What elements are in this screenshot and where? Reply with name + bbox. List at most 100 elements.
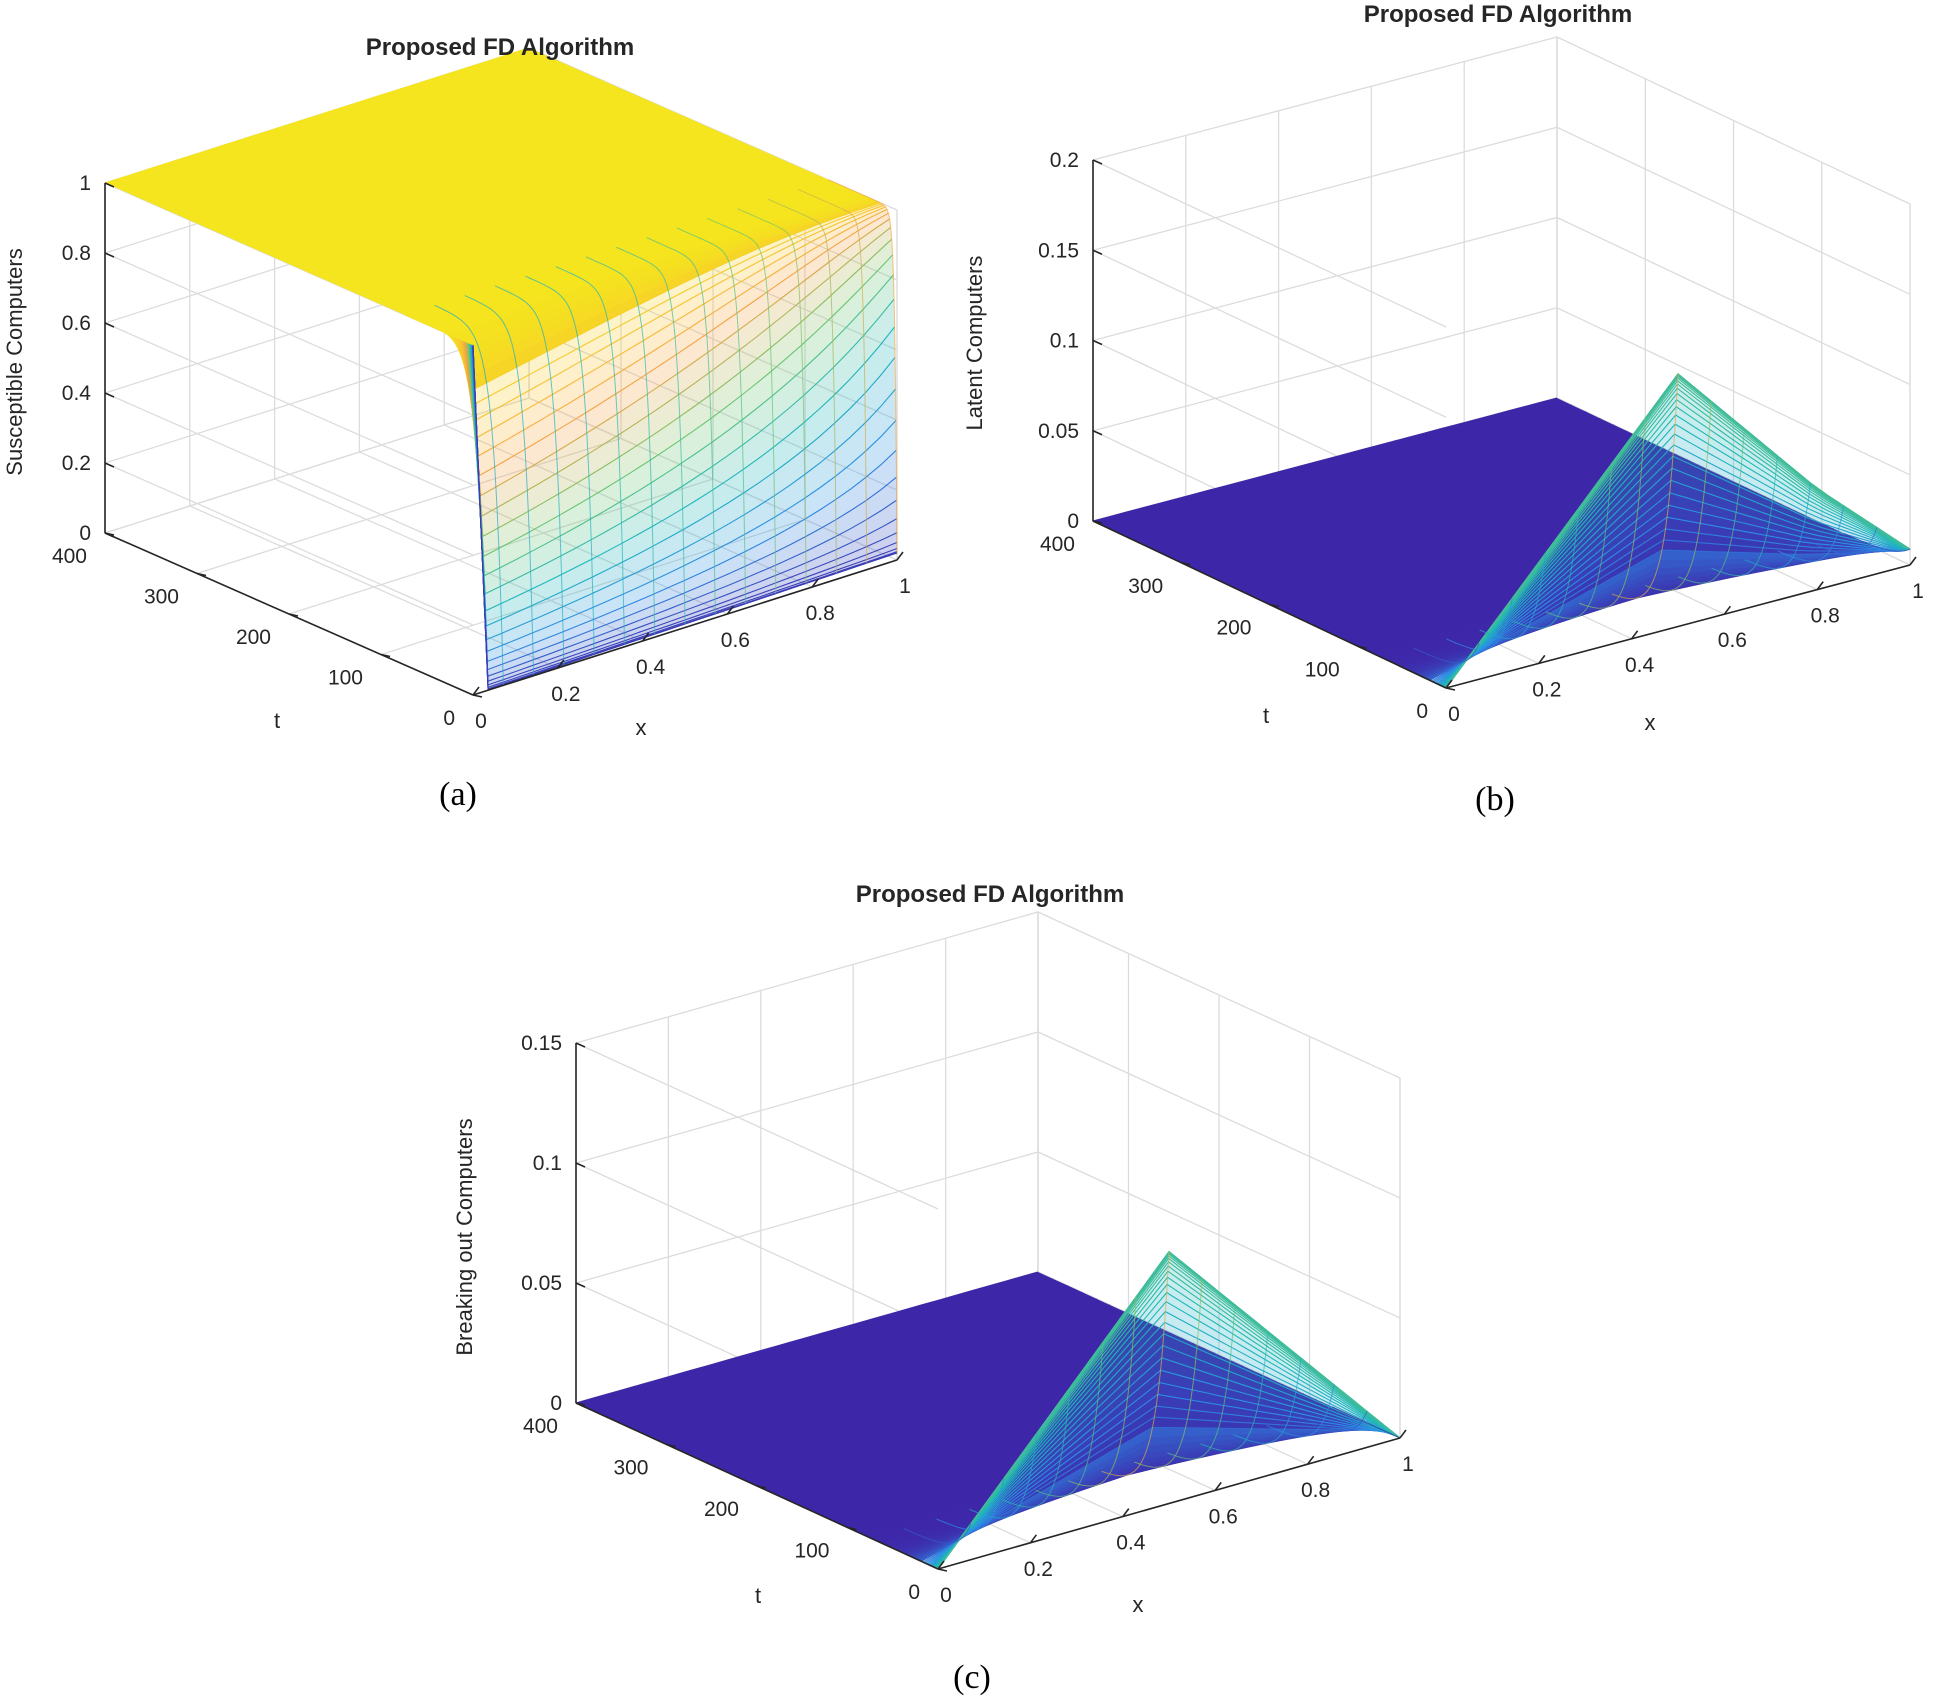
surface-strip <box>313 139 747 279</box>
surface-strip <box>434 193 862 333</box>
surface-strip <box>105 48 545 190</box>
surface-strip <box>591 1279 1069 1417</box>
surface-strip <box>1150 425 1628 555</box>
mesh-line <box>847 1396 1311 1529</box>
mesh-line <box>1317 503 1782 628</box>
surface-strip <box>1223 459 1699 588</box>
caption-c: (c) <box>953 1659 991 1696</box>
surface-strip <box>346 154 779 293</box>
surface-strip <box>674 1317 1149 1454</box>
surface-strip <box>322 143 755 283</box>
tick-labels: 0 0.2 0.4 0.6 0.8 1 0 0.2 0.4 0.6 0.8 1 0 100 200 300 40… <box>52 172 911 733</box>
x-axis-label: x <box>636 715 647 740</box>
surface-strip <box>1324 507 1797 635</box>
surface-strip <box>338 151 771 290</box>
surface-strip <box>1200 449 1677 578</box>
t-tick-label: 200 <box>1216 617 1251 640</box>
mesh-line <box>1068 1296 1137 1487</box>
mesh-line <box>1200 1331 1269 1452</box>
mesh-line <box>1283 487 1749 612</box>
z-axis-label: Susceptible Computers <box>2 248 27 475</box>
surface-strip <box>135 61 575 203</box>
mesh-line <box>1545 463 1613 619</box>
mesh-line <box>1711 455 1778 577</box>
mesh-line <box>1299 1411 1368 1432</box>
surface-strip <box>399 177 829 315</box>
mesh-line <box>368 163 793 300</box>
mesh-line <box>575 1271 1039 1404</box>
panel-a-susceptible: 0 0.2 0.4 0.6 0.8 1 0 0.2 0.4 0.6 0.8 1 0 100 200 300 40… <box>2 34 911 740</box>
mesh-line <box>789 1369 1252 1502</box>
mesh-line <box>646 237 716 614</box>
surface-strip <box>710 1333 1184 1470</box>
mesh-line <box>330 146 755 283</box>
surface-strip <box>1317 504 1789 631</box>
mesh-line <box>771 1361 1234 1494</box>
surface-strip <box>204 91 642 233</box>
mesh-line <box>321 143 747 280</box>
surface-strip <box>368 164 800 302</box>
surface-strip <box>252 113 688 253</box>
mesh-line <box>1233 1358 1302 1444</box>
surface-strip <box>1274 484 1748 612</box>
mesh-line <box>721 1338 1184 1471</box>
surface-strip <box>263 117 699 258</box>
mesh-line <box>1744 482 1812 569</box>
x-tick-label: 0.8 <box>1811 605 1840 628</box>
surface-strip <box>721 1338 1195 1475</box>
mesh-line <box>229 102 654 239</box>
z-tick-label: 1 <box>79 172 91 195</box>
mesh-line <box>1332 510 1797 635</box>
mesh-line <box>1101 1251 1170 1477</box>
surface-strip <box>229 102 666 243</box>
z-tick-label: 0.05 <box>521 1272 562 1295</box>
mesh-line <box>434 304 504 685</box>
mesh-line <box>204 91 629 228</box>
surface-strip <box>217 97 654 238</box>
mesh-line <box>620 1291 1083 1424</box>
mesh-line <box>1200 448 1665 573</box>
t-tick-label: 200 <box>236 626 271 649</box>
mesh-line <box>1512 508 1580 629</box>
plot-title: Proposed FD Algorithm <box>856 881 1124 908</box>
surface-strip <box>828 1387 1298 1522</box>
axis-labels: Proposed FD Algorithm x t Susceptible Compu… <box>2 34 647 740</box>
mesh-line <box>1212 453 1677 579</box>
surface-strip <box>1245 470 1720 598</box>
mesh-line <box>1645 401 1712 592</box>
mesh-line <box>767 198 837 574</box>
x-tick-label: 0 <box>1448 703 1460 726</box>
surface-strip <box>361 161 793 299</box>
mesh-line <box>354 157 779 294</box>
surface-strip <box>466 227 892 537</box>
mesh-line <box>616 246 686 624</box>
surface-strip <box>454 201 881 391</box>
surface-strip <box>780 1365 1252 1501</box>
mesh-line <box>375 166 800 303</box>
mesh-line <box>1413 642 1480 664</box>
mesh-line <box>217 96 642 233</box>
mesh-line <box>303 135 729 272</box>
mesh-line <box>1274 483 1739 608</box>
x-tick-label: 1 <box>1402 1453 1414 1476</box>
mesh-line <box>135 60 560 198</box>
mesh-line <box>676 227 747 604</box>
surface-strip <box>381 169 812 308</box>
mesh-line <box>464 295 535 675</box>
surface-strip <box>178 80 616 222</box>
x-tick-label: 0.6 <box>1209 1505 1238 1528</box>
mesh-line <box>387 171 812 308</box>
mesh-line <box>1266 1384 1335 1437</box>
mesh-line <box>1002 1387 1071 1508</box>
surface-strip <box>1332 511 1804 638</box>
mesh-line <box>1092 397 1558 522</box>
surface-strip <box>806 1377 1276 1513</box>
surface-strip <box>1301 496 1774 624</box>
axis-labels: Proposed FD Algorithm x t Latent Computers <box>962 1 1656 735</box>
t-tick-label: 300 <box>1128 575 1163 598</box>
mesh-line <box>1479 553 1546 640</box>
t-axis-label: t <box>274 708 280 733</box>
x-tick-label: 0 <box>475 710 487 733</box>
surface-strip <box>354 157 786 296</box>
surface-strip <box>274 122 709 263</box>
